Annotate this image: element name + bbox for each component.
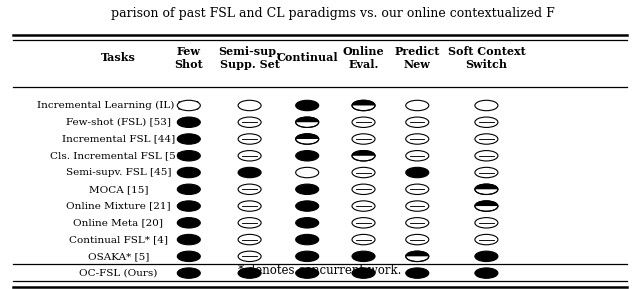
Circle shape — [177, 234, 200, 245]
Circle shape — [177, 201, 200, 211]
Circle shape — [352, 100, 375, 111]
Circle shape — [475, 151, 498, 161]
Circle shape — [475, 117, 498, 127]
Wedge shape — [475, 201, 498, 206]
Circle shape — [352, 251, 375, 262]
Text: OC-FSL (Ours): OC-FSL (Ours) — [79, 268, 157, 278]
Text: OSAKA* [5]: OSAKA* [5] — [88, 252, 149, 261]
Wedge shape — [475, 184, 498, 189]
Circle shape — [406, 151, 429, 161]
Circle shape — [296, 184, 319, 194]
Circle shape — [475, 201, 498, 211]
Circle shape — [296, 100, 319, 111]
Circle shape — [352, 167, 375, 178]
Circle shape — [475, 251, 498, 262]
Circle shape — [177, 134, 200, 144]
Text: Semi-supv. FSL [45]: Semi-supv. FSL [45] — [66, 168, 171, 177]
Circle shape — [296, 201, 319, 211]
Circle shape — [238, 167, 261, 178]
Circle shape — [475, 167, 498, 178]
Circle shape — [238, 134, 261, 144]
Circle shape — [406, 218, 429, 228]
Circle shape — [296, 134, 319, 144]
Circle shape — [238, 268, 261, 278]
Circle shape — [177, 167, 200, 178]
Circle shape — [177, 100, 200, 111]
Circle shape — [352, 234, 375, 245]
Text: MOCA [15]: MOCA [15] — [89, 185, 148, 194]
Circle shape — [475, 184, 498, 194]
Circle shape — [238, 201, 261, 211]
Circle shape — [238, 184, 261, 194]
Circle shape — [406, 234, 429, 245]
Circle shape — [296, 151, 319, 161]
Text: parison of past FSL and CL paradigms vs. our online contextualized F: parison of past FSL and CL paradigms vs.… — [111, 7, 555, 20]
Circle shape — [177, 151, 200, 161]
Circle shape — [475, 134, 498, 144]
Text: Tasks: Tasks — [101, 52, 136, 63]
Text: Cls. Incremental FSL [51]: Cls. Incremental FSL [51] — [50, 151, 187, 160]
Wedge shape — [296, 134, 319, 139]
Circle shape — [296, 117, 319, 127]
Circle shape — [177, 117, 200, 127]
Circle shape — [406, 251, 429, 262]
Circle shape — [352, 184, 375, 194]
Circle shape — [352, 201, 375, 211]
Circle shape — [406, 134, 429, 144]
Text: Incremental FSL [44]: Incremental FSL [44] — [62, 134, 175, 144]
Circle shape — [406, 100, 429, 111]
Circle shape — [296, 167, 319, 178]
Text: Incremental Learning (IL) [43]: Incremental Learning (IL) [43] — [37, 101, 200, 110]
Circle shape — [406, 201, 429, 211]
Circle shape — [352, 134, 375, 144]
Circle shape — [177, 268, 200, 278]
Circle shape — [475, 100, 498, 111]
Circle shape — [406, 184, 429, 194]
Circle shape — [296, 234, 319, 245]
Circle shape — [352, 117, 375, 127]
Circle shape — [296, 251, 319, 262]
Text: Continual FSL* [4]: Continual FSL* [4] — [69, 235, 168, 244]
Circle shape — [177, 184, 200, 194]
Text: Continual: Continual — [276, 52, 338, 63]
Circle shape — [238, 218, 261, 228]
Wedge shape — [406, 251, 429, 256]
Circle shape — [352, 268, 375, 278]
Circle shape — [238, 117, 261, 127]
Circle shape — [352, 218, 375, 228]
Wedge shape — [352, 151, 375, 156]
Text: Few-shot (FSL) [53]: Few-shot (FSL) [53] — [66, 118, 171, 127]
Circle shape — [238, 251, 261, 262]
Circle shape — [177, 251, 200, 262]
Circle shape — [406, 167, 429, 178]
Circle shape — [406, 268, 429, 278]
Circle shape — [475, 268, 498, 278]
Circle shape — [238, 100, 261, 111]
Circle shape — [475, 234, 498, 245]
Circle shape — [238, 151, 261, 161]
Wedge shape — [352, 100, 375, 105]
Text: Predict
New: Predict New — [395, 46, 440, 70]
Text: Soft Context
Switch: Soft Context Switch — [447, 46, 525, 70]
Text: Semi-sup.
Supp. Set: Semi-sup. Supp. Set — [219, 46, 280, 70]
Text: Few
Shot: Few Shot — [175, 46, 203, 70]
Wedge shape — [296, 117, 319, 122]
Text: * denotes concurrent work.: * denotes concurrent work. — [238, 264, 402, 277]
Circle shape — [406, 117, 429, 127]
Circle shape — [475, 218, 498, 228]
Circle shape — [238, 234, 261, 245]
Text: Online Mixture [21]: Online Mixture [21] — [66, 201, 171, 211]
Circle shape — [296, 218, 319, 228]
Circle shape — [296, 268, 319, 278]
Circle shape — [352, 151, 375, 161]
Circle shape — [177, 218, 200, 228]
Text: Online Meta [20]: Online Meta [20] — [74, 218, 163, 227]
Text: Online
Eval.: Online Eval. — [342, 46, 385, 70]
